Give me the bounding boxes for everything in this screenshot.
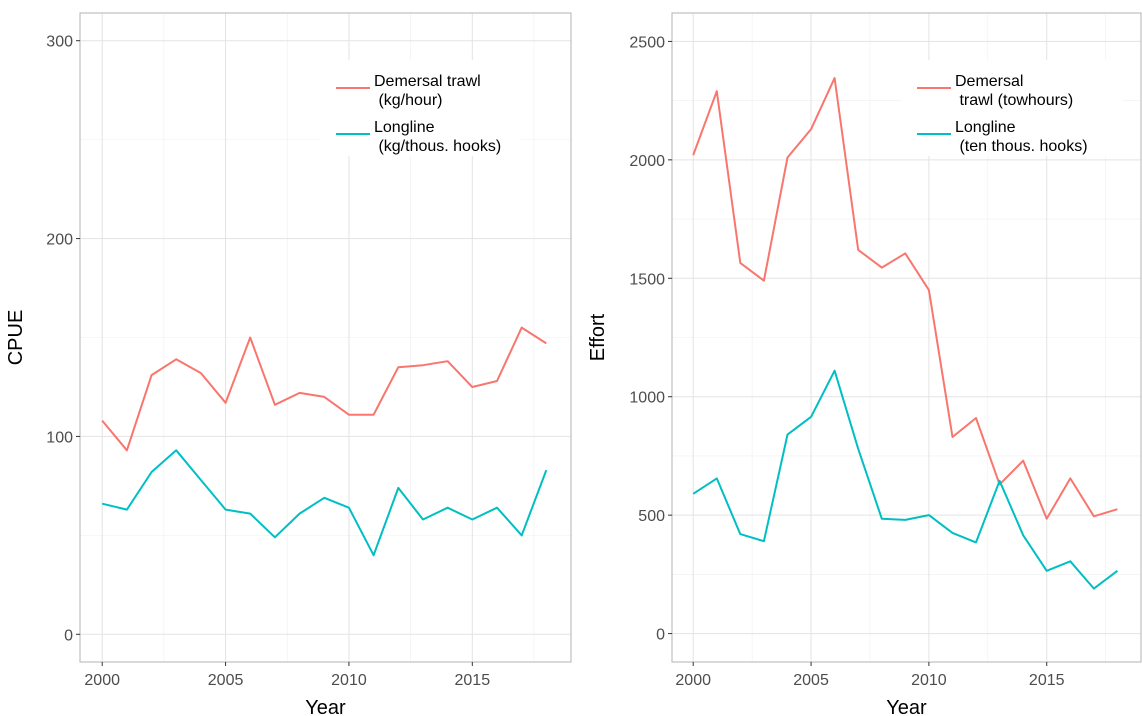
effort-chart: 0 500 1000 1500 2000 2500 2000 2005 2010 2015 Year… [587,12,1142,716]
series-line-1 [101,449,548,557]
series-line-0 [692,77,1118,520]
x-axis-title: Year [886,697,927,716]
y-tick-label: 0 [64,627,73,644]
legend-label-0: Demersal trawl (towhours) [955,73,1073,109]
panel-border [671,12,1142,663]
y-tick-label: 2000 [629,153,665,170]
legend: Demersal trawl (kg/hour) Longline (kg/tho… [320,60,520,156]
legend-label-line: (ten thous. hooks) [955,138,1088,155]
legend-label-line: Longline [374,119,435,136]
y-tick-label: 2500 [629,34,665,51]
legend-label-line: trawl (towhours) [955,92,1073,109]
legend-label-line: (kg/thous. hooks) [374,138,501,155]
x-tick-label: 2015 [455,672,491,689]
x-tick-label: 2000 [84,672,120,689]
series-line-1 [692,369,1119,590]
legend-label-1: Longline (ten thous. hooks) [955,119,1088,155]
legend: Demersal trawl (towhours) Longline (ten t… [901,60,1123,156]
y-tick-label: 300 [46,34,73,51]
cpue-chart: 0 100 200 300 2000 2005 2010 2015 Year CPUE Demers… [5,12,572,716]
legend-background [901,60,1123,156]
y-tick-label: 200 [46,232,73,249]
panel-border [79,12,572,663]
y-axis-title: CPUE [5,310,27,366]
x-tick-label: 2005 [208,672,244,689]
y-tick-label: 100 [46,429,73,446]
x-tick-label: 2000 [675,672,711,689]
y-tick-label: 1500 [629,271,665,288]
legend-label-line: Demersal trawl [374,73,481,90]
x-tick-label: 2015 [1029,672,1065,689]
series-line-0 [101,326,547,452]
y-tick-label: 0 [656,627,665,644]
legend-label-0: Demersal trawl (kg/hour) [374,73,481,109]
x-tick-label: 2005 [793,672,829,689]
legend-label-1: Longline (kg/thous. hooks) [374,119,501,155]
y-axis-title: Effort [587,313,609,361]
x-axis-title: Year [305,697,346,716]
y-tick-label: 500 [638,508,665,525]
legend-background [320,60,520,156]
legend-label-line: Longline [955,119,1016,136]
y-tick-label: 1000 [629,390,665,407]
x-tick-label: 2010 [911,672,947,689]
legend-label-line: Demersal [955,73,1023,90]
legend-label-line: (kg/hour) [374,92,442,109]
x-tick-label: 2010 [331,672,367,689]
